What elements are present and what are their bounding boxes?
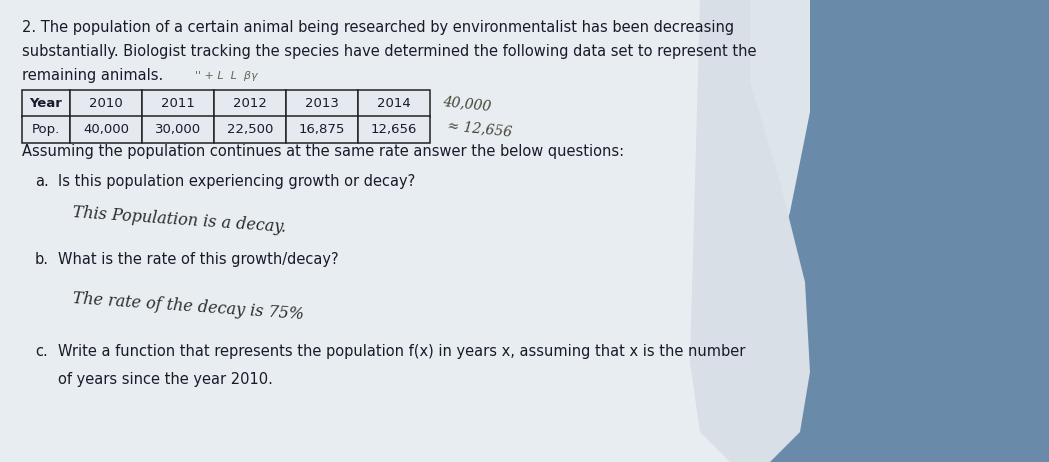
Polygon shape	[0, 0, 810, 462]
Bar	[70, 90, 142, 116]
Bar	[214, 116, 286, 143]
Text: a.: a.	[35, 174, 48, 189]
Text: ≈ 12,656: ≈ 12,656	[447, 118, 513, 139]
Bar	[680, 0, 1049, 462]
Text: 40,000: 40,000	[442, 94, 492, 113]
Bar	[358, 116, 430, 143]
Text: 2011: 2011	[162, 97, 195, 110]
Bar	[214, 90, 286, 116]
Text: 2. The population of a certain animal being researched by environmentalist has b: 2. The population of a certain animal be…	[22, 20, 734, 35]
Text: '' + L  L  βγ: '' + L L βγ	[195, 71, 258, 81]
Text: 16,875: 16,875	[299, 123, 345, 136]
Bar	[286, 90, 358, 116]
Bar	[142, 116, 214, 143]
Text: 2010: 2010	[89, 97, 123, 110]
Text: b.: b.	[35, 252, 49, 267]
Bar	[358, 90, 430, 116]
Text: Assuming the population continues at the same rate answer the below questions:: Assuming the population continues at the…	[22, 144, 624, 159]
Text: Is this population experiencing growth or decay?: Is this population experiencing growth o…	[58, 174, 415, 189]
Text: 22,500: 22,500	[227, 123, 273, 136]
Text: What is the rate of this growth/decay?: What is the rate of this growth/decay?	[58, 252, 339, 267]
Text: of years since the year 2010.: of years since the year 2010.	[58, 372, 273, 387]
Bar	[286, 116, 358, 143]
Bar	[22, 116, 70, 143]
Bar	[70, 116, 142, 143]
Text: This Population is a decay.: This Population is a decay.	[72, 204, 286, 236]
Text: remaining animals.: remaining animals.	[22, 68, 164, 83]
Polygon shape	[690, 0, 810, 462]
Bar	[142, 90, 214, 116]
Text: 2014: 2014	[378, 97, 411, 110]
Text: 30,000: 30,000	[155, 123, 201, 136]
Text: 2012: 2012	[233, 97, 266, 110]
Bar	[0, 0, 750, 462]
Text: 40,000: 40,000	[83, 123, 129, 136]
Text: 12,656: 12,656	[370, 123, 418, 136]
Text: Write a function that represents the population f(x) in years x, assuming that x: Write a function that represents the pop…	[58, 344, 746, 359]
Text: Year: Year	[29, 97, 63, 110]
Text: c.: c.	[35, 344, 48, 359]
Text: Pop.: Pop.	[31, 123, 60, 136]
Text: substantially. Biologist tracking the species have determined the following data: substantially. Biologist tracking the sp…	[22, 44, 756, 59]
Bar	[22, 90, 70, 116]
Text: 2013: 2013	[305, 97, 339, 110]
Text: The rate of the decay is 75%: The rate of the decay is 75%	[72, 290, 304, 323]
